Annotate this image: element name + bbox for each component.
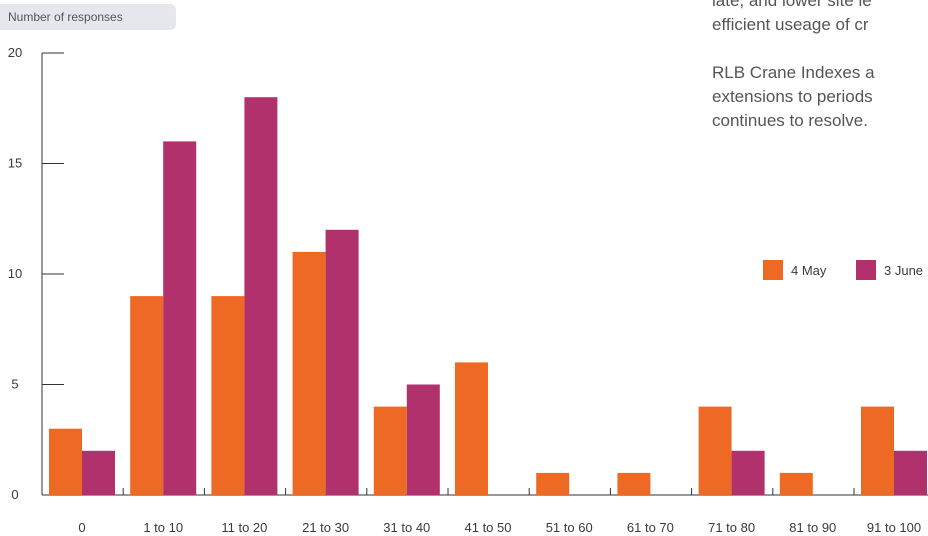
- x-axis: 0 1 to 10 11 to 20 21 to 30 31 to 40 41 to 50…: [42, 488, 928, 535]
- bar-series-1: [373, 406, 407, 495]
- paragraph-1-line-1: late, and lower site le: [712, 0, 872, 10]
- x-tick-label: 21 to 30: [302, 520, 349, 535]
- paragraph-2-line-2: extensions to periods: [712, 87, 873, 106]
- x-tick-label: 11 to 20: [221, 520, 267, 535]
- x-tick-label: 0: [78, 520, 85, 535]
- bar-series-1: [211, 296, 245, 495]
- legend: 4 May 3 June: [763, 260, 923, 280]
- paragraph-2-line-1: RLB Crane Indexes a: [712, 63, 875, 82]
- x-tick-label: 31 to 40: [383, 520, 430, 535]
- bar-series-2: [163, 141, 197, 495]
- bar-series-1: [861, 406, 894, 495]
- x-tick-label: 41 to 50: [465, 520, 512, 535]
- legend-label: 4 May: [791, 263, 827, 278]
- x-tick-label: 81 to 90: [789, 520, 836, 535]
- bar-series-2: [406, 384, 440, 495]
- bars: [49, 97, 927, 496]
- legend-swatch: [763, 260, 783, 280]
- y-tick-label: 0: [11, 487, 18, 502]
- bar-series-1: [130, 296, 164, 495]
- bar-series-1: [292, 251, 326, 495]
- y-tick-label: 20: [8, 45, 22, 60]
- y-tick-label: 5: [11, 377, 18, 392]
- y-axis: 0 5 10 15 20: [8, 45, 64, 502]
- article-text-fragment: late, and lower site le efficient useage…: [712, 0, 928, 175]
- y-tick-label: 15: [8, 156, 22, 171]
- bar-series-2: [894, 450, 927, 495]
- bar-series-2: [731, 450, 765, 495]
- bar-series-1: [779, 472, 813, 495]
- paragraph-1-line-2: efficient useage of cr: [712, 15, 869, 34]
- bar-series-2: [325, 229, 359, 496]
- legend-label: 3 June: [884, 263, 923, 278]
- legend-swatch: [856, 260, 876, 280]
- bar-series-2: [244, 97, 278, 495]
- bar-series-1: [455, 362, 488, 495]
- bar-series-2: [82, 450, 115, 495]
- x-tick-label: 51 to 60: [546, 520, 593, 535]
- bar-series-1: [617, 472, 651, 495]
- paragraph-2-line-3: continues to resolve.: [712, 111, 868, 130]
- x-tick-label: 1 to 10: [143, 520, 183, 535]
- x-tick-label: 91 to 100: [867, 520, 921, 535]
- bar-series-1: [698, 406, 732, 495]
- paragraph-2: RLB Crane Indexes a extensions to period…: [712, 61, 875, 133]
- paragraph-1: late, and lower site le efficient useage…: [712, 0, 872, 37]
- x-tick-label: 61 to 70: [627, 520, 674, 535]
- y-axis-title-badge: Number of responses: [0, 4, 176, 30]
- x-tick-label: 71 to 80: [708, 520, 755, 535]
- bar-series-1: [536, 472, 570, 495]
- bar-series-1: [49, 428, 82, 495]
- y-tick-label: 10: [8, 266, 22, 281]
